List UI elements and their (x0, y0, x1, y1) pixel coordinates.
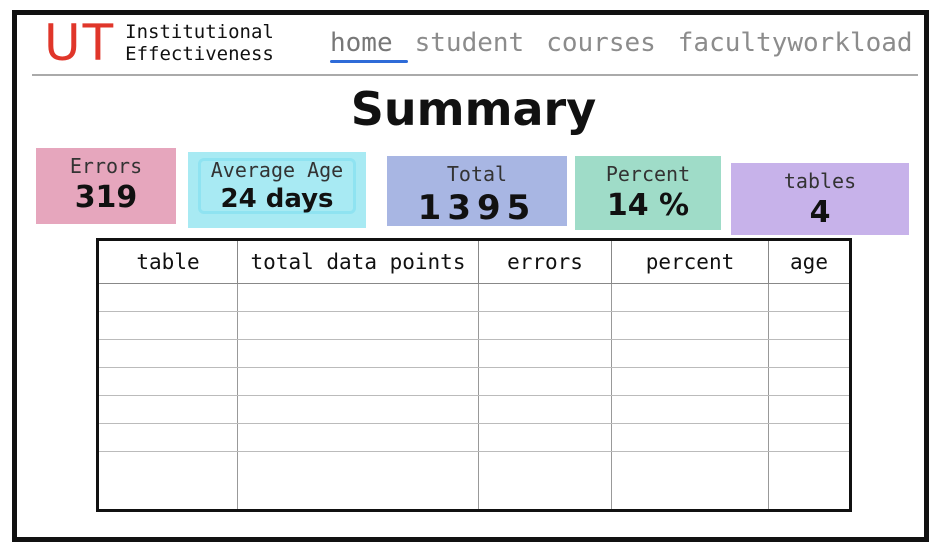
table-row (99, 339, 849, 368)
top-nav: home student courses facultyworkload (330, 28, 913, 58)
card-average-age-label: Average Age (210, 158, 344, 182)
table-cell (99, 283, 238, 312)
card-percent: Percent 14 % (575, 156, 721, 230)
table-cell (237, 283, 479, 312)
table-row (99, 283, 849, 312)
table-cell (99, 367, 238, 396)
table-cell (237, 311, 479, 340)
page-title: Summary (350, 82, 597, 136)
nav-facultyworkload[interactable]: facultyworkload (677, 28, 913, 58)
table-cell (611, 311, 769, 340)
card-percent-value: 14 % (606, 188, 690, 223)
nav-active-underline (330, 60, 408, 63)
table-cell (768, 395, 849, 424)
column-header-percent[interactable]: percent (611, 241, 769, 284)
logo-mark: UT (44, 14, 116, 72)
table-cell (478, 283, 612, 312)
card-percent-label: Percent (605, 162, 691, 186)
card-tables-value: 4 (809, 195, 831, 230)
column-header-total-data-points[interactable]: total data points (237, 241, 479, 284)
table-cell (237, 423, 479, 452)
table-cell (768, 339, 849, 368)
table-cell (99, 423, 238, 452)
table-row (99, 423, 849, 452)
table-cell (611, 283, 769, 312)
card-tables-label: tables (783, 169, 857, 193)
table-cell (237, 339, 479, 368)
table-cell (99, 339, 238, 368)
table-cell (768, 367, 849, 396)
card-average-age-inner: Average Age 24 days (198, 158, 356, 214)
table-row (99, 395, 849, 424)
card-errors-label: Errors (69, 154, 143, 178)
nav-courses[interactable]: courses (546, 28, 656, 58)
logo: UT Institutional Effectiveness (44, 18, 274, 68)
table-cell (237, 395, 479, 424)
card-tables: tables 4 (731, 163, 909, 235)
card-total-label: Total (446, 162, 508, 186)
table-cell (478, 367, 612, 396)
table-cell (478, 339, 612, 368)
table-cell (611, 451, 769, 509)
table-cell (611, 423, 769, 452)
table-cell (768, 311, 849, 340)
table-cell (99, 311, 238, 340)
table-cell (478, 451, 612, 509)
table-cell (237, 451, 479, 509)
table-row (99, 451, 849, 509)
card-average-age: Average Age 24 days (188, 152, 366, 228)
table-row (99, 367, 849, 396)
table-cell (768, 423, 849, 452)
table-cell (478, 423, 612, 452)
table-cell (611, 395, 769, 424)
card-average-age-value: 24 days (220, 184, 334, 214)
logo-line-1: Institutional (125, 21, 274, 43)
card-total-value: 1395 (417, 188, 537, 228)
table-cell (611, 339, 769, 368)
summary-table-grid: table total data points errors percent a… (99, 241, 849, 509)
card-errors: Errors 319 (36, 148, 176, 224)
table-row (99, 311, 849, 340)
header-divider (32, 74, 918, 76)
column-header-table[interactable]: table (99, 241, 238, 284)
column-header-errors[interactable]: errors (478, 241, 612, 284)
table-cell (478, 395, 612, 424)
summary-table: table total data points errors percent a… (96, 238, 852, 512)
logo-text: Institutional Effectiveness (125, 21, 274, 65)
table-cell (769, 451, 850, 509)
nav-student[interactable]: student (414, 28, 525, 58)
logo-line-2: Effectiveness (125, 43, 274, 65)
card-errors-value: 319 (74, 180, 138, 215)
card-total: Total 1395 (387, 156, 567, 228)
table-cell (768, 283, 849, 312)
table-header-row: table total data points errors percent a… (99, 241, 849, 284)
table-cell (99, 395, 238, 424)
table-cell (478, 311, 612, 340)
table-cell (611, 367, 769, 396)
table-cell (237, 367, 479, 396)
nav-home[interactable]: home (330, 28, 393, 58)
column-header-age[interactable]: age (768, 241, 849, 284)
table-cell (99, 451, 238, 509)
